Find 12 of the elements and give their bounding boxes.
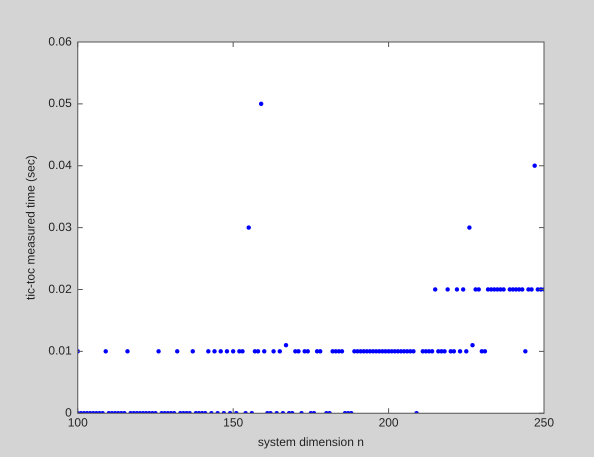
x-tick-label: 200 bbox=[378, 416, 399, 430]
y-tick-label: 0.05 bbox=[48, 96, 72, 110]
y-tick-label: 0.01 bbox=[48, 344, 72, 358]
y-axis-title: tic-toc measured time (sec) bbox=[24, 155, 38, 300]
y-tick-label: 0.02 bbox=[48, 282, 72, 296]
x-tick-label: 100 bbox=[68, 416, 88, 430]
x-tick-label: 150 bbox=[223, 416, 244, 430]
y-tick-label: 0.06 bbox=[48, 34, 72, 48]
y-tick-label: 0.03 bbox=[48, 220, 72, 234]
y-tick-label: 0.04 bbox=[48, 158, 72, 172]
x-axis-title: system dimension n bbox=[258, 435, 364, 450]
x-tick-label: 250 bbox=[534, 416, 554, 430]
